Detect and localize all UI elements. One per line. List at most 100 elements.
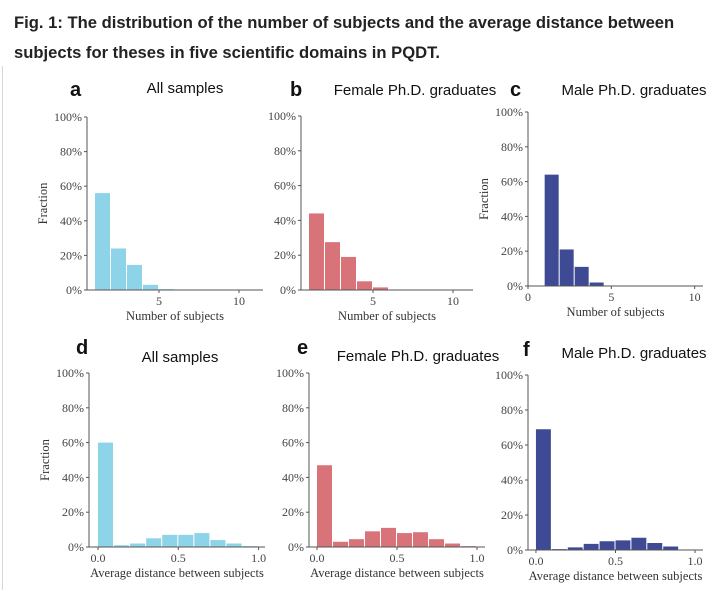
y-tick-label: 20%	[62, 505, 84, 519]
panel-title: Male Ph.D. graduates	[561, 345, 706, 362]
panel-letter: a	[70, 79, 82, 101]
histogram-bar	[130, 543, 146, 547]
histogram-bar	[97, 442, 114, 547]
histogram-bar	[574, 266, 589, 286]
panel-title: Female Ph.D. graduates	[334, 82, 497, 99]
x-tick-label: 0.5	[171, 551, 186, 565]
histogram-bar	[663, 546, 679, 550]
panel-letter: b	[290, 79, 302, 101]
histogram-bar	[194, 533, 210, 547]
y-tick-label: 20%	[501, 508, 523, 522]
histogram-bar	[429, 539, 444, 547]
frame-border	[2, 66, 3, 590]
histogram-bar	[544, 174, 559, 286]
y-tick-label: 60%	[282, 436, 304, 450]
y-tick-label: 40%	[62, 470, 84, 484]
x-tick-label: 0.0	[310, 551, 325, 565]
histogram-bar	[114, 545, 130, 547]
y-tick-label: 20%	[274, 248, 296, 262]
histogram-bar	[445, 543, 460, 547]
figure-title: Fig. 1: The distribution of the number o…	[14, 13, 675, 62]
y-tick-label: 0%	[66, 283, 82, 297]
x-axis-label: Average distance between subjects	[310, 566, 484, 580]
y-axis-label: Fraction	[477, 177, 491, 219]
y-tick-label: 60%	[501, 175, 523, 189]
x-axis-label: Number of subjects	[567, 305, 665, 319]
histogram-bar	[615, 540, 631, 550]
histogram-bar	[357, 281, 372, 290]
histogram-bar	[583, 543, 599, 550]
x-axis-label: Number of subjects	[338, 309, 436, 323]
y-tick-label: 100%	[495, 368, 523, 382]
x-tick-label: 10	[233, 294, 245, 308]
x-tick-label: 0	[525, 290, 531, 304]
histogram-bar	[111, 248, 126, 290]
x-tick-label: 5	[370, 294, 376, 308]
panel-title: All samples	[147, 80, 224, 97]
panel-a: a All samples 0% 20% 40% 60% 80% 100% 5 10 Number …	[36, 79, 263, 323]
histogram-bar	[365, 531, 380, 547]
y-tick-label: 80%	[282, 401, 304, 415]
x-tick-label: 10	[689, 290, 701, 304]
y-tick-label: 80%	[501, 403, 523, 417]
y-tick-label: 100%	[495, 105, 523, 119]
y-tick-label: 0%	[280, 283, 296, 297]
y-tick-label: 80%	[501, 140, 523, 154]
panel-title: Female Ph.D. graduates	[337, 348, 500, 365]
histogram-bar	[95, 193, 110, 290]
y-tick-label: 40%	[274, 213, 296, 227]
histogram-bar	[349, 539, 364, 547]
x-tick-label: 0.5	[390, 551, 405, 565]
x-tick-label: 1.0	[251, 551, 266, 565]
y-tick-label: 60%	[62, 436, 84, 450]
y-tick-label: 60%	[274, 179, 296, 193]
histogram-bar	[381, 527, 396, 547]
histogram-bar	[178, 534, 194, 547]
y-tick-label: 40%	[501, 209, 523, 223]
histogram-bar	[373, 287, 388, 290]
histogram-bar	[333, 541, 348, 547]
x-tick-label: 1.0	[470, 551, 485, 565]
histogram-bar	[127, 264, 142, 290]
panel-letter: c	[510, 79, 521, 101]
y-tick-label: 0%	[68, 540, 84, 554]
histogram-bar	[210, 540, 226, 547]
x-axis-label: Average distance between subjects	[529, 569, 703, 583]
panel-title: Male Ph.D. graduates	[561, 82, 706, 99]
y-axis-label: Fraction	[36, 182, 50, 224]
y-tick-label: 100%	[276, 366, 304, 380]
y-tick-label: 100%	[54, 110, 82, 124]
x-axis-label: Average distance between subjects	[90, 566, 264, 580]
y-tick-label: 0%	[507, 543, 523, 557]
histogram-bar	[309, 213, 324, 290]
x-tick-label: 0.0	[528, 554, 543, 568]
panel-f: f Male Ph.D. graduates 0% 20% 40% 60% 80% 100% 0…	[495, 339, 707, 583]
y-tick-label: 40%	[501, 473, 523, 487]
panel-letter: d	[76, 337, 88, 359]
y-tick-label: 80%	[62, 401, 84, 415]
y-tick-label: 100%	[268, 109, 296, 123]
x-tick-label: 5	[608, 290, 614, 304]
y-tick-label: 0%	[288, 540, 304, 554]
y-tick-label: 20%	[60, 248, 82, 262]
histogram-bar	[559, 249, 574, 286]
histogram-bar	[341, 256, 356, 290]
panel-title: All samples	[142, 349, 219, 366]
panel-d: d All samples 0% 20% 40% 60% 80% 100% 0.0 0.5 1.0A…	[38, 337, 266, 580]
histogram-bar	[325, 242, 340, 290]
histogram-bar	[413, 532, 428, 547]
panel-letter: e	[297, 337, 308, 359]
y-tick-label: 20%	[282, 505, 304, 519]
histogram-bar	[317, 465, 332, 547]
y-tick-label: 0%	[507, 279, 523, 293]
histogram-bar	[647, 543, 663, 550]
y-tick-label: 20%	[501, 244, 523, 258]
histogram-bar	[599, 541, 615, 550]
x-tick-label: 1.0	[688, 554, 703, 568]
x-tick-label: 0.0	[90, 551, 105, 565]
histogram-bar	[535, 429, 551, 550]
y-tick-label: 100%	[56, 366, 84, 380]
panel-c: c Male Ph.D. graduates 0% 20% 40% 60% 80% 100% 0…	[477, 79, 707, 319]
